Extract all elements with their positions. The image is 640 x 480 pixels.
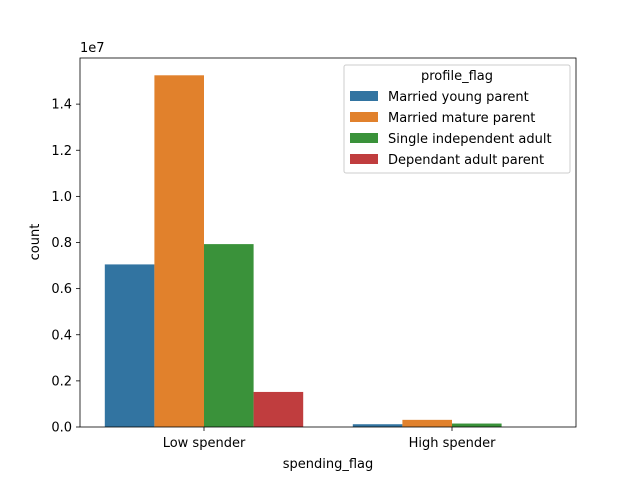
legend-entry-label: Married young parent: [388, 90, 529, 105]
legend-swatch: [350, 133, 378, 143]
legend-swatch: [350, 154, 378, 164]
legend-swatch: [350, 91, 378, 101]
y-axis-label: count: [28, 224, 43, 261]
legend-entry-label: Single independent adult: [388, 132, 552, 147]
bar-married-young-parent-low-spender: [104, 264, 155, 427]
bar-married-mature-parent-high-spender: [402, 419, 452, 427]
y-axis: 0.0 0.2 0.4 0.6 0.8 1.0 1.2 1.4: [51, 98, 80, 436]
x-tick-label: Low spender: [163, 436, 246, 451]
y-tick-label: 1.2: [51, 144, 72, 159]
bar-single-independent-adult-high-spender: [452, 423, 502, 427]
y-tick-label: 0.8: [51, 236, 72, 251]
bars-group: [104, 75, 502, 428]
y-tick-label: 1.0: [51, 190, 72, 205]
x-axis: Low spender High spender: [163, 427, 496, 451]
bar-single-independent-adult-low-spender: [204, 244, 254, 427]
bar-dependant-adult-parent-low-spender: [253, 391, 304, 427]
legend-title: profile_flag: [421, 69, 493, 84]
legend-entry-label: Dependant adult parent: [388, 153, 544, 168]
legend: profile_flag Married young parent Married…: [343, 64, 571, 174]
x-axis-label: spending_flag: [283, 457, 374, 472]
y-tick-label: 0.2: [51, 374, 72, 389]
y-tick-label: 0.0: [51, 421, 72, 436]
bar-married-mature-parent-low-spender: [154, 75, 204, 428]
x-tick-label: High spender: [409, 436, 497, 451]
bar-married-young-parent-high-spender: [352, 424, 403, 427]
legend-swatch: [350, 112, 378, 122]
y-tick-label: 1.4: [51, 98, 72, 113]
y-tick-label: 0.6: [51, 282, 72, 297]
plot-frame: [79, 57, 577, 428]
y-tick-label: 0.4: [51, 328, 72, 343]
y-multiplier-label: 1e7: [80, 41, 105, 56]
legend-box: [343, 64, 571, 174]
legend-entry-label: Married mature parent: [388, 111, 535, 126]
